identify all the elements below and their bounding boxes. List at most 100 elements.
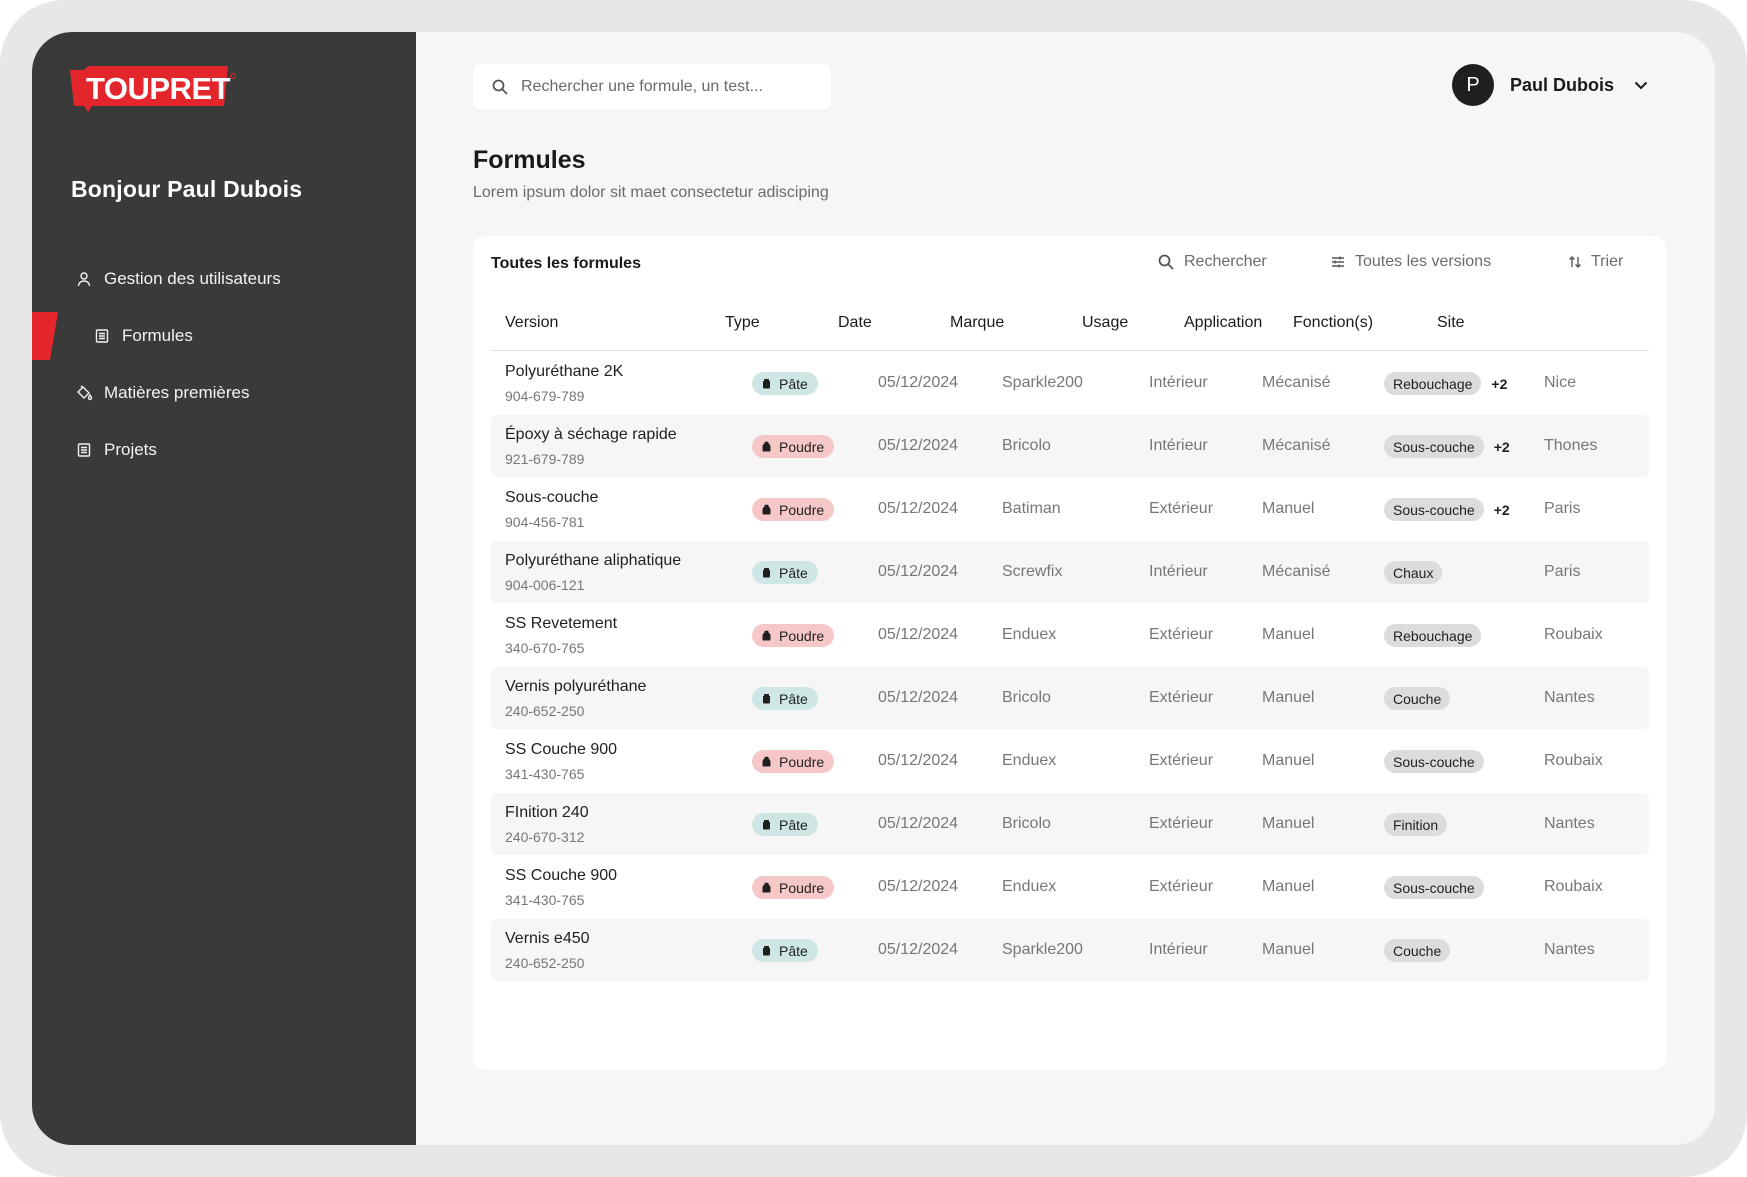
type-badge: Pâte	[752, 813, 818, 836]
paste-jar-icon	[761, 819, 772, 830]
paste-jar-icon	[761, 693, 772, 704]
table-row[interactable]: Époxy à séchage rapide 921-679-789 Poudre 0…	[491, 415, 1649, 477]
greeting: Bonjour Paul Dubois	[71, 176, 303, 202]
formules-card: Toutes les formules Rechercher Toutes le…	[473, 236, 1666, 1070]
usage-cell: Extérieur	[1149, 689, 1214, 706]
site-cell: Thones	[1544, 437, 1598, 454]
fonction-tag: Sous-couche	[1384, 876, 1484, 899]
table-row[interactable]: Vernis e450 240-652-250 Pâte 05/12/2024 Spar…	[491, 919, 1649, 981]
type-badge: Pâte	[752, 372, 818, 395]
table-row[interactable]: Vernis polyuréthane 240-652-250 Pâte 05/12/…	[491, 667, 1649, 729]
formula-name: Vernis e450	[505, 930, 590, 947]
sidebar-item-matieres[interactable]: Matières premières	[32, 371, 416, 415]
site-cell: Roubaix	[1544, 626, 1603, 643]
active-nav-marker	[32, 312, 58, 360]
site-cell: Nantes	[1544, 689, 1595, 706]
sidebar-item-formules[interactable]: Formules	[32, 314, 416, 358]
sort-button[interactable]: Trier	[1568, 253, 1623, 271]
table-search-button[interactable]: Rechercher	[1157, 253, 1267, 271]
more-fonctions-count[interactable]: +2	[1493, 438, 1510, 455]
global-search[interactable]	[473, 64, 831, 110]
formula-code: 341-430-765	[505, 766, 585, 782]
marque-cell: Screwfix	[1002, 563, 1063, 580]
table-row[interactable]: SS Couche 900 341-430-765 Poudre 05/12/2024…	[491, 730, 1649, 792]
date-cell: 05/12/2024	[878, 815, 959, 832]
usage-cell: Extérieur	[1149, 626, 1214, 643]
site-cell: Roubaix	[1544, 878, 1603, 895]
sidebar-item-projets[interactable]: Projets	[32, 428, 416, 472]
table-row[interactable]: SS Couche 900 341-430-765 Poudre 05/12/2024…	[491, 856, 1649, 918]
usage-cell: Extérieur	[1149, 878, 1214, 895]
usage-cell: Intérieur	[1149, 437, 1208, 454]
table-row[interactable]: SS Revetement 340-670-765 Poudre 05/12/2024…	[491, 604, 1649, 666]
paste-jar-icon	[761, 945, 772, 956]
paste-jar-icon	[761, 567, 772, 578]
type-label: Pâte	[779, 690, 808, 707]
sidebar-item-label: Gestion des utilisateurs	[104, 269, 281, 288]
type-label: Pâte	[779, 816, 808, 833]
marque-cell: Bricolo	[1002, 437, 1051, 454]
document-icon	[92, 326, 112, 346]
page-subtitle: Lorem ipsum dolor sit maet consectetur a…	[473, 184, 829, 201]
column-header-site[interactable]: Site	[1437, 314, 1465, 331]
formula-code: 904-679-789	[505, 388, 585, 404]
date-cell: 05/12/2024	[878, 752, 959, 769]
marque-cell: Bricolo	[1002, 815, 1051, 832]
formula-name: Polyuréthane aliphatique	[505, 552, 682, 569]
more-fonctions-count[interactable]: +2	[1493, 501, 1510, 518]
type-badge: Pâte	[752, 939, 818, 962]
table-row[interactable]: Polyuréthane aliphatique 904-006-121 Pâte 0…	[491, 541, 1649, 603]
sidebar: TOUPRET Bonjour Paul Dubois Gestion des …	[32, 32, 416, 1145]
column-header-application[interactable]: Application	[1184, 314, 1263, 331]
column-header-date[interactable]: Date	[838, 314, 872, 331]
type-label: Poudre	[779, 438, 825, 455]
type-badge: Poudre	[752, 498, 835, 521]
avatar: P	[1452, 64, 1494, 106]
formula-name: Polyuréthane 2K	[505, 363, 624, 380]
svg-text:TOUPRET: TOUPRET	[86, 71, 231, 106]
application-cell: Manuel	[1262, 878, 1315, 895]
table-header: Version Type Date Marque Usage Applicati…	[491, 296, 1649, 351]
sidebar-item-label: Matières premières	[104, 383, 250, 402]
date-cell: 05/12/2024	[878, 500, 959, 517]
paste-jar-icon	[761, 378, 772, 389]
powder-bag-icon	[761, 630, 772, 641]
search-input[interactable]	[519, 77, 813, 97]
powder-bag-icon	[761, 882, 772, 893]
usage-cell: Extérieur	[1149, 815, 1214, 832]
date-cell: 05/12/2024	[878, 689, 959, 706]
versions-filter-button[interactable]: Toutes les versions	[1330, 253, 1491, 271]
formula-name: SS Couche 900	[505, 741, 618, 758]
tool-label: Trier	[1591, 253, 1624, 270]
application-cell: Manuel	[1262, 941, 1315, 958]
table-row[interactable]: Polyuréthane 2K 904-679-789 Pâte 05/12/2024…	[491, 352, 1649, 414]
column-header-type[interactable]: Type	[725, 314, 760, 331]
column-header-version[interactable]: Version	[505, 314, 559, 331]
application-cell: Manuel	[1262, 815, 1315, 832]
application-cell: Manuel	[1262, 626, 1315, 643]
search-icon	[1157, 253, 1175, 271]
column-header-fonctions[interactable]: Fonction(s)	[1293, 314, 1374, 331]
more-fonctions-count[interactable]: +2	[1491, 375, 1508, 392]
user-icon	[74, 269, 94, 289]
marque-cell: Sparkle200	[1002, 941, 1083, 958]
table-body: Polyuréthane 2K 904-679-789 Pâte 05/12/2024…	[491, 352, 1649, 982]
site-cell: Paris	[1544, 500, 1581, 517]
site-cell: Nantes	[1544, 941, 1595, 958]
toupret-logo[interactable]: TOUPRET	[70, 66, 250, 114]
fonction-tag: Rebouchage	[1384, 624, 1482, 647]
application-cell: Manuel	[1262, 752, 1315, 769]
sidebar-item-users[interactable]: Gestion des utilisateurs	[32, 257, 416, 301]
application-cell: Manuel	[1262, 500, 1315, 517]
column-header-usage[interactable]: Usage	[1082, 314, 1129, 331]
paint-bucket-icon	[74, 383, 94, 403]
type-label: Pâte	[779, 942, 808, 959]
table-row[interactable]: Sous-couche 904-456-781 Poudre 05/12/2024 Ba…	[491, 478, 1649, 540]
usage-cell: Extérieur	[1149, 752, 1214, 769]
table-row[interactable]: FInition 240 240-670-312 Pâte 05/12/2024 Bri…	[491, 793, 1649, 855]
fonction-tag: Sous-couche	[1384, 435, 1484, 458]
type-badge: Pâte	[752, 561, 818, 584]
user-menu[interactable]: P Paul Dubois	[1452, 63, 1648, 107]
formula-code: 341-430-765	[505, 892, 585, 908]
column-header-marque[interactable]: Marque	[950, 314, 1005, 331]
